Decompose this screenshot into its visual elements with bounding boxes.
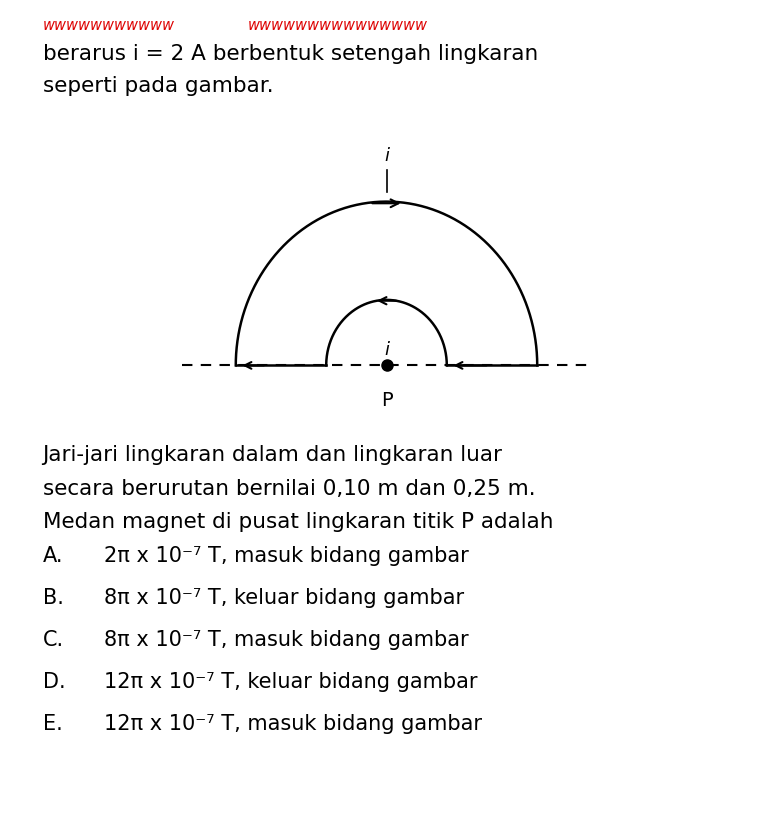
Text: i: i <box>384 341 389 360</box>
Text: C.: C. <box>43 630 63 650</box>
Text: secara berurutan bernilai 0,10 m dan 0,25 m.: secara berurutan bernilai 0,10 m dan 0,2… <box>43 479 535 499</box>
Text: D.: D. <box>43 672 65 692</box>
Text: 2π x 10⁻⁷ T, masuk bidang gambar: 2π x 10⁻⁷ T, masuk bidang gambar <box>104 546 469 566</box>
Text: E.: E. <box>43 714 63 734</box>
Text: 12π x 10⁻⁷ T, keluar bidang gambar: 12π x 10⁻⁷ T, keluar bidang gambar <box>104 672 478 692</box>
Text: 12π x 10⁻⁷ T, masuk bidang gambar: 12π x 10⁻⁷ T, masuk bidang gambar <box>104 714 482 734</box>
Text: seperti pada gambar.: seperti pada gambar. <box>43 76 273 96</box>
Text: wwwwwwwwwww: wwwwwwwwwww <box>43 18 175 34</box>
Text: Medan magnet di pusat lingkaran titik P adalah: Medan magnet di pusat lingkaran titik P … <box>43 512 553 533</box>
Text: wwwwwwwwwwwwwww: wwwwwwwwwwwwwww <box>247 18 427 34</box>
Text: B.: B. <box>43 588 63 608</box>
Text: A.: A. <box>43 546 63 566</box>
Text: i: i <box>384 148 389 165</box>
Text: berarus i = 2 A berbentuk setengah lingkaran: berarus i = 2 A berbentuk setengah lingk… <box>43 44 538 64</box>
Text: P: P <box>380 391 393 410</box>
Text: 8π x 10⁻⁷ T, masuk bidang gambar: 8π x 10⁻⁷ T, masuk bidang gambar <box>104 630 469 650</box>
Text: Jari-jari lingkaran dalam dan lingkaran luar: Jari-jari lingkaran dalam dan lingkaran … <box>43 445 502 465</box>
Text: 8π x 10⁻⁷ T, keluar bidang gambar: 8π x 10⁻⁷ T, keluar bidang gambar <box>104 588 465 608</box>
